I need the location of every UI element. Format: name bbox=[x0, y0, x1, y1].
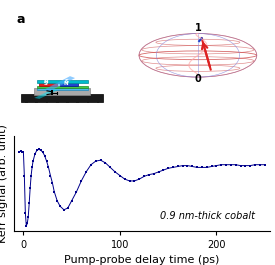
Polygon shape bbox=[45, 76, 75, 91]
Bar bbox=[25, 101, 28, 103]
Bar bbox=[34, 88, 90, 95]
Text: S: S bbox=[44, 81, 48, 86]
Bar bbox=[35, 101, 38, 103]
Y-axis label: Kerr signal (arb. unit): Kerr signal (arb. unit) bbox=[0, 124, 8, 243]
Bar bbox=[39, 82, 57, 86]
Text: 1: 1 bbox=[194, 23, 201, 33]
Bar bbox=[56, 101, 59, 103]
Text: 0: 0 bbox=[194, 74, 201, 84]
Bar bbox=[76, 101, 79, 103]
Bar bbox=[60, 82, 78, 86]
Bar bbox=[37, 80, 88, 83]
Bar bbox=[21, 94, 103, 102]
Bar bbox=[87, 101, 89, 103]
X-axis label: Pump-probe delay time (ps): Pump-probe delay time (ps) bbox=[64, 255, 219, 265]
Bar bbox=[37, 86, 88, 88]
Text: S: S bbox=[64, 79, 68, 84]
Text: N: N bbox=[43, 79, 48, 84]
Polygon shape bbox=[34, 89, 57, 99]
Bar bbox=[37, 87, 88, 90]
Text: N: N bbox=[64, 81, 68, 86]
Bar bbox=[97, 101, 100, 103]
Bar bbox=[46, 101, 48, 103]
Text: a: a bbox=[16, 13, 25, 26]
Bar bbox=[66, 101, 69, 103]
Text: 0.9 nm-thick cobalt: 0.9 nm-thick cobalt bbox=[160, 211, 255, 221]
